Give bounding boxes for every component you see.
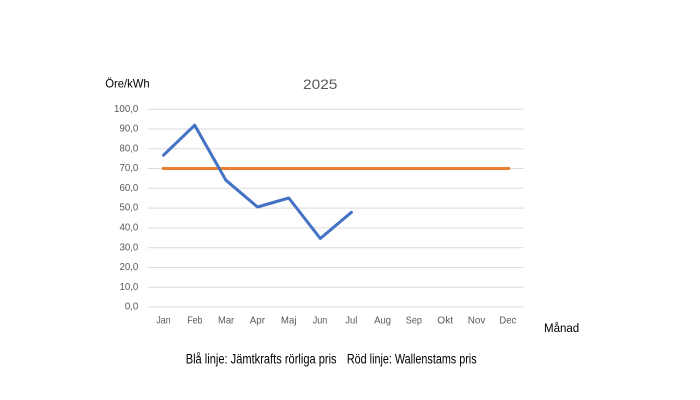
- svg-text:Öre/kWh: Öre/kWh: [105, 77, 149, 91]
- svg-text:30,0: 30,0: [119, 242, 138, 253]
- svg-text:Jun: Jun: [313, 316, 328, 327]
- svg-text:Månad: Månad: [544, 321, 579, 335]
- svg-text:Maj: Maj: [281, 316, 297, 327]
- svg-text:10,0: 10,0: [119, 282, 138, 293]
- svg-text:Apr: Apr: [250, 316, 266, 327]
- svg-text:Blå linje: Jämtkrafts rörliga: Blå linje: Jämtkrafts rörliga pris: [186, 352, 337, 367]
- svg-text:20,0: 20,0: [119, 262, 138, 273]
- svg-text:Jan: Jan: [156, 316, 170, 327]
- svg-text:Jul: Jul: [345, 316, 357, 327]
- svg-text:70,0: 70,0: [119, 163, 138, 174]
- svg-text:Nov: Nov: [468, 316, 486, 327]
- svg-text:Aug: Aug: [374, 316, 391, 327]
- svg-text:90,0: 90,0: [119, 124, 138, 135]
- svg-text:80,0: 80,0: [119, 143, 138, 154]
- svg-text:Feb: Feb: [187, 316, 203, 327]
- svg-text:40,0: 40,0: [119, 223, 138, 234]
- svg-text:Röd linje: Wallenstams pris: Röd linje: Wallenstams pris: [347, 352, 477, 367]
- svg-text:Okt: Okt: [437, 316, 453, 327]
- svg-text:Dec: Dec: [499, 316, 516, 327]
- svg-text:Sep: Sep: [406, 316, 423, 327]
- svg-text:Mar: Mar: [218, 316, 235, 327]
- svg-text:0,0: 0,0: [125, 302, 139, 313]
- svg-text:50,0: 50,0: [119, 203, 138, 214]
- svg-text:2025: 2025: [303, 77, 338, 92]
- svg-text:100,0: 100,0: [114, 104, 139, 115]
- svg-text:60,0: 60,0: [119, 183, 138, 194]
